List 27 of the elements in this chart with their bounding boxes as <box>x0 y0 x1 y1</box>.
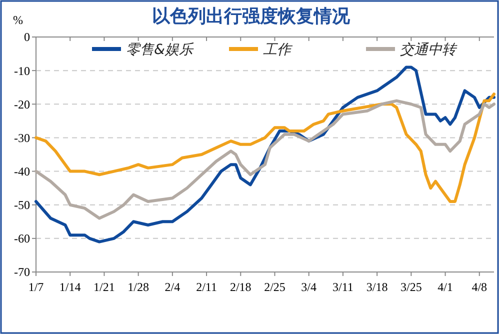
y-tick-label: -20 <box>14 97 30 112</box>
x-tick-label: 2/25 <box>264 280 286 294</box>
y-tick-label: 0 <box>24 30 30 44</box>
y-tick-label: -70 <box>14 265 30 280</box>
y-axis-title: % <box>13 13 23 27</box>
x-tick-label: 4/1 <box>438 280 453 294</box>
x-tick-label: 2/4 <box>164 280 180 294</box>
x-tick-label: 2/11 <box>196 280 217 294</box>
y-tick-label: -60 <box>14 232 30 246</box>
y-tick-label: -30 <box>14 130 30 145</box>
x-tick-label: 2/18 <box>230 280 252 294</box>
x-tick-label: 3/18 <box>366 280 388 294</box>
y-tick-label: -10 <box>14 64 30 78</box>
x-tick-label: 3/11 <box>332 280 354 294</box>
y-tick-label: -50 <box>14 198 30 212</box>
legend-label: 交通中转 <box>400 42 458 58</box>
legend-label: 工作 <box>263 42 293 58</box>
x-tick-label: 3/25 <box>400 280 422 294</box>
x-tick-label: 1/14 <box>59 280 81 294</box>
legend-label: 零售&娱乐 <box>126 42 194 58</box>
y-tick-label: -40 <box>14 164 30 178</box>
x-tick-label: 1/7 <box>28 280 44 294</box>
chart-title: 以色列出行强度恢复情况 <box>152 6 351 27</box>
x-tick-label: 4/8 <box>472 280 488 294</box>
x-tick-label: 1/28 <box>128 280 149 294</box>
x-tick-label: 3/4 <box>301 280 317 294</box>
x-tick-label: 1/21 <box>94 280 115 294</box>
